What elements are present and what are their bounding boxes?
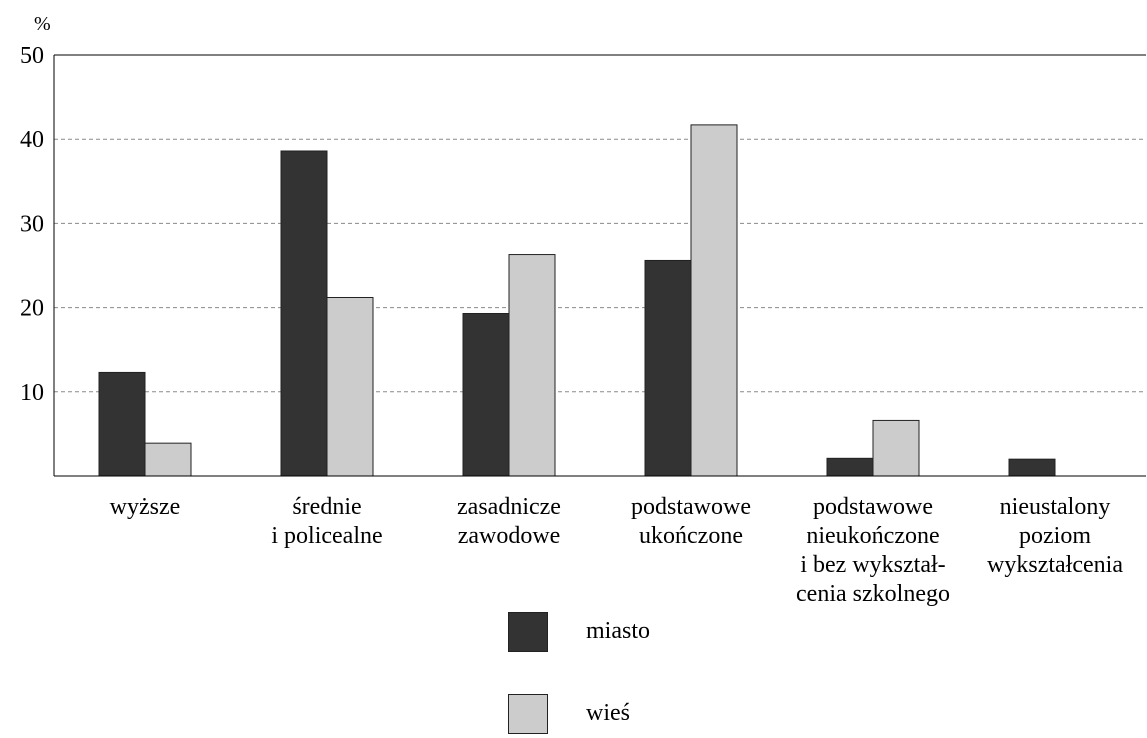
x-category-label-line: podstawowe: [631, 494, 751, 520]
x-category-label-1: średnie i policealne: [271, 494, 382, 549]
x-category-labels: wyższe średnie i policealne zasadnicze zawod…: [110, 494, 1124, 607]
y-axis-label: %: [34, 13, 51, 35]
bars: [98, 124, 1056, 477]
legend-item-wies: wieś: [508, 694, 708, 738]
bar-miasto-1: [280, 150, 328, 477]
x-category-label-line: i policealne: [271, 523, 382, 549]
x-category-label-line: zawodowe: [458, 523, 561, 549]
legend-swatch-miasto: [508, 612, 548, 652]
bar-miasto-2: [462, 312, 510, 477]
x-category-label-line: podstawowe: [813, 494, 933, 520]
x-category-label-line: nieukończone: [806, 523, 939, 549]
x-category-label-3: podstawowe ukończone: [631, 494, 751, 549]
x-category-label-5: nieustalony poziom wykształcenia: [987, 494, 1123, 578]
y-tick-label-20: 20: [20, 296, 44, 322]
bar-miasto-3: [644, 259, 692, 477]
bar-miasto-5: [1008, 458, 1056, 477]
bar-wieś-1: [326, 296, 374, 477]
legend-label-miasto: miasto: [586, 618, 650, 644]
x-category-label-line: i bez wykształ-: [800, 552, 945, 578]
y-tick-labels: 10 20 30 40 50: [20, 43, 44, 406]
x-category-label-2: zasadnicze zawodowe: [457, 494, 561, 549]
y-tick-label-50: 50: [20, 43, 44, 69]
x-category-label-line: ukończone: [639, 523, 743, 549]
gridlines: [54, 138, 1146, 393]
x-category-label-line: zasadnicze: [457, 494, 561, 520]
x-category-label-line: nieustalony: [1000, 494, 1111, 520]
legend-label-wies: wieś: [586, 700, 630, 726]
legend-swatch-wies: [508, 694, 548, 734]
bar-wieś-0: [144, 442, 192, 477]
x-category-label-line: poziom: [1019, 523, 1091, 549]
bar-chart: 10 20 30 40 50 wyższe średnie i policealne zasa…: [20, 13, 1146, 607]
bar-miasto-0: [98, 371, 146, 477]
legend-item-miasto: miasto: [508, 612, 708, 656]
y-tick-label-40: 40: [20, 127, 44, 153]
x-category-label-line: cenia szkolnego: [796, 581, 950, 607]
bar-wieś-3: [690, 124, 738, 477]
axes: [53, 54, 1146, 477]
x-category-label-4: podstawowe nieukończone i bez wykształ-cen…: [796, 494, 950, 607]
x-category-label-line: wyższe: [110, 494, 181, 520]
y-tick-label-30: 30: [20, 211, 44, 237]
x-category-label-line: średnie: [292, 494, 361, 520]
x-category-label-line: wykształcenia: [987, 552, 1123, 578]
x-category-label-0: wyższe: [110, 494, 181, 520]
bar-wieś-4: [872, 419, 920, 477]
bar-wieś-2: [508, 254, 556, 477]
bar-miasto-4: [826, 457, 874, 477]
y-tick-label-10: 10: [20, 380, 44, 406]
